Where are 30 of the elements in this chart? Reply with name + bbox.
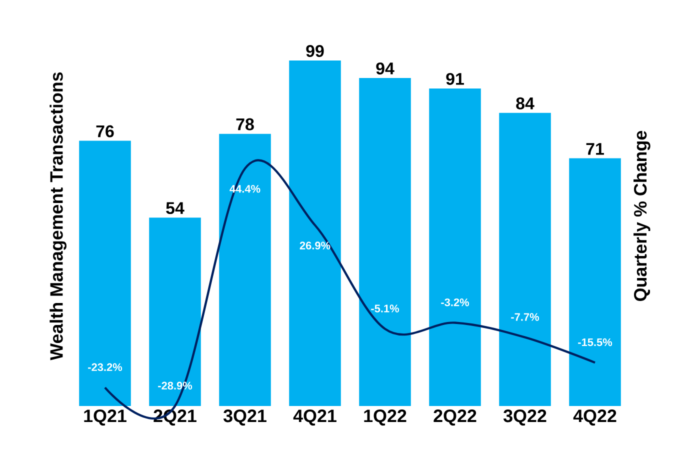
data-label: -23.2% xyxy=(88,363,122,372)
x-tick-label: 3Q22 xyxy=(503,410,546,426)
bar xyxy=(79,140,131,406)
x-tick-label: 2Q22 xyxy=(434,410,476,426)
data-label: -5.1% xyxy=(371,304,400,312)
bar xyxy=(429,88,481,406)
x-tick-label: 1Q21 xyxy=(84,410,126,426)
x-tick-label: 3Q21 xyxy=(223,410,266,426)
data-label: 99 xyxy=(306,45,324,58)
data-label: 94 xyxy=(376,62,394,74)
x-tick-label: 4Q21 xyxy=(293,410,336,426)
x-tick-label: 4Q22 xyxy=(573,410,616,426)
bar xyxy=(359,78,411,406)
data-label: -3.2% xyxy=(441,298,470,306)
y-axis-title: Wealth Management Transactions xyxy=(50,72,66,360)
data-label: 54 xyxy=(166,202,184,214)
x-tick-label: 1Q22 xyxy=(364,410,406,426)
data-label: 71 xyxy=(586,143,604,155)
data-label: 91 xyxy=(446,72,464,85)
bar xyxy=(499,112,551,406)
data-label: 76 xyxy=(96,125,114,138)
data-label: -15.5% xyxy=(578,338,612,346)
bar xyxy=(289,60,341,406)
bar xyxy=(219,134,271,406)
bar xyxy=(149,218,201,406)
data-label: -7.7% xyxy=(511,313,540,321)
bar xyxy=(569,158,621,406)
y2-axis-title: Quarterly % Change xyxy=(634,130,650,301)
data-label: 84 xyxy=(516,97,534,110)
data-label: 78 xyxy=(236,118,254,130)
